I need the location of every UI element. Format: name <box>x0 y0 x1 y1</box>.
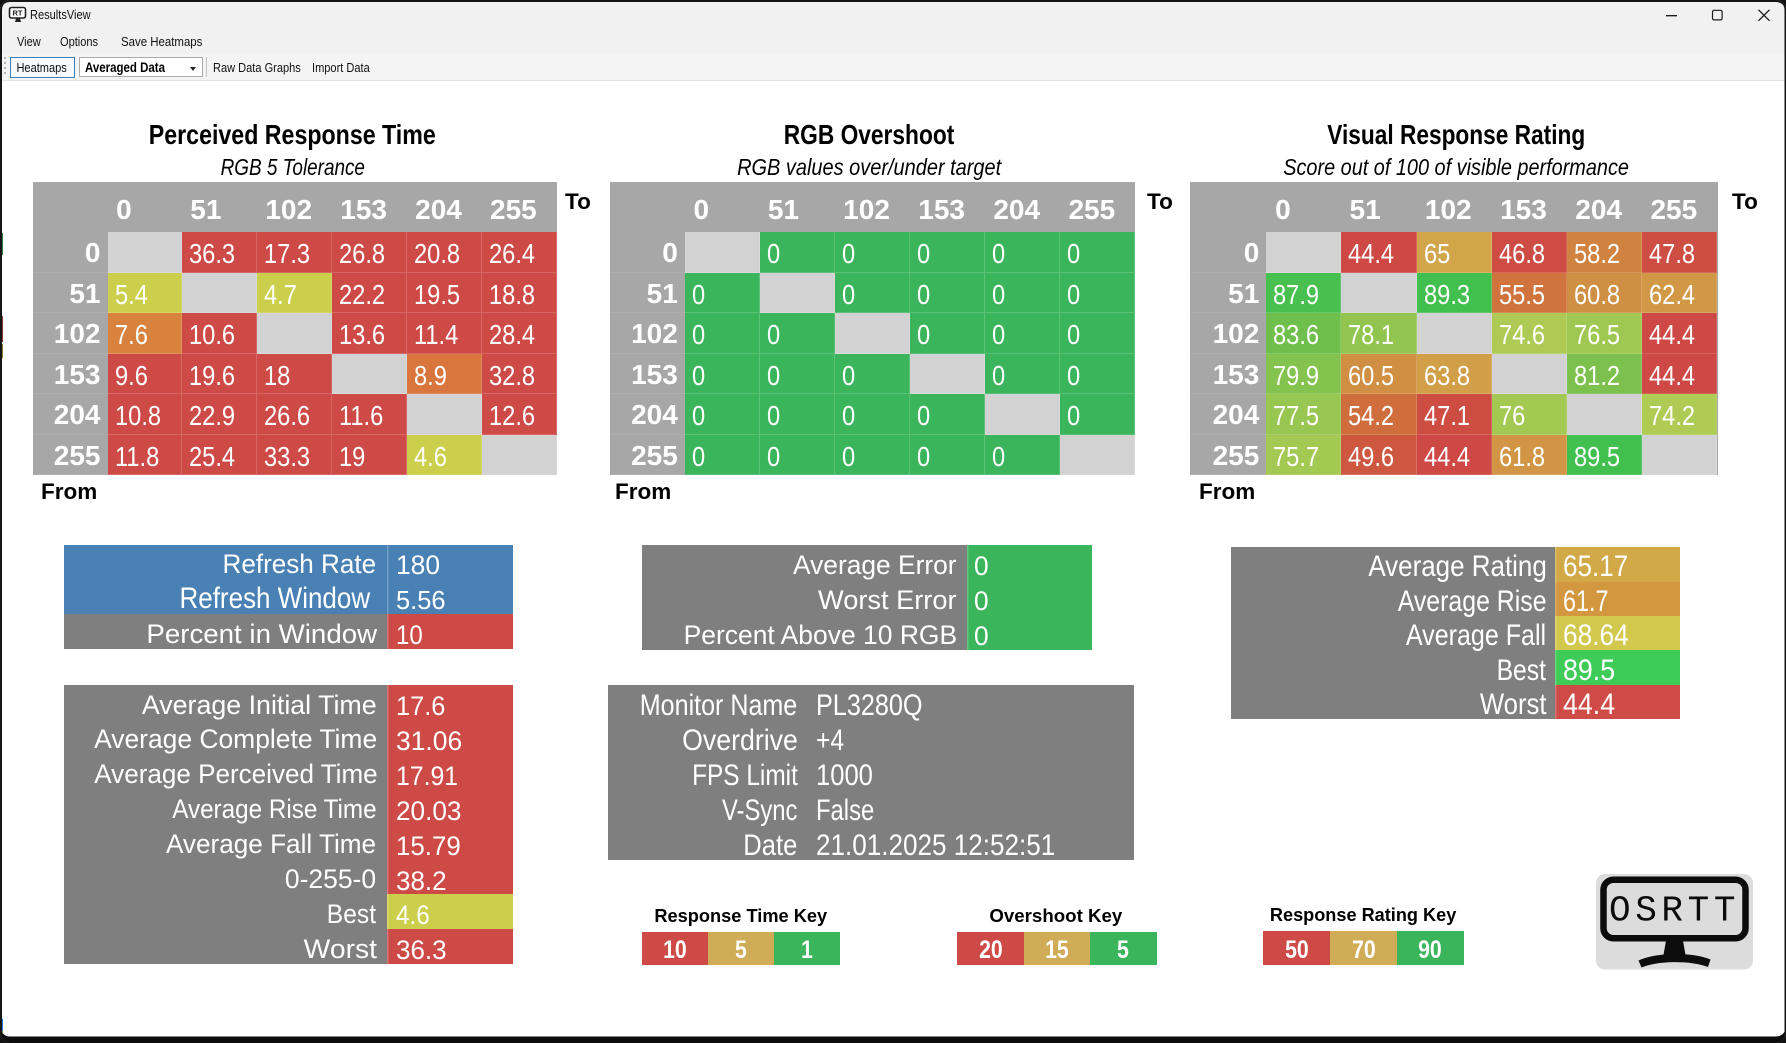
svg-text:OSRTT: OSRTT <box>1609 891 1740 932</box>
svg-text:RT: RT <box>13 9 23 18</box>
